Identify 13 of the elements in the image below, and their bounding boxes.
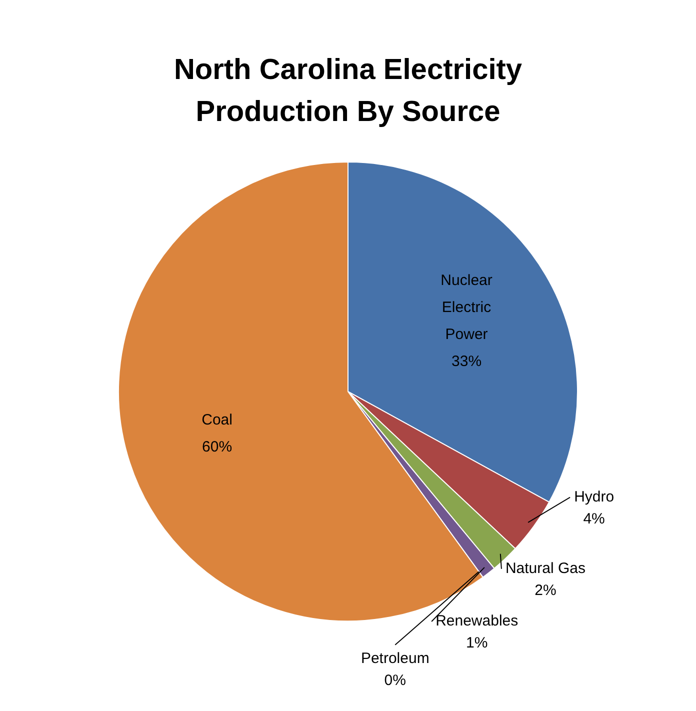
data-label: 60% bbox=[202, 438, 232, 456]
slice-label: Natural Gas bbox=[505, 560, 586, 578]
slice-label: Hydro bbox=[574, 488, 614, 506]
data-label: 1% bbox=[466, 634, 488, 652]
slice-label: Renewables bbox=[436, 612, 518, 630]
data-label: 33% bbox=[452, 353, 482, 370]
data-label: 2% bbox=[534, 582, 556, 600]
chart-title: North Carolina Electricity Production By Source bbox=[174, 54, 522, 128]
slice-label: Coal bbox=[202, 412, 232, 429]
category-label: Petroleum bbox=[360, 650, 430, 668]
text: 0% bbox=[384, 672, 406, 690]
data-label: 4% bbox=[583, 510, 605, 528]
slice-label: Nuclear Electric Power bbox=[440, 272, 492, 344]
